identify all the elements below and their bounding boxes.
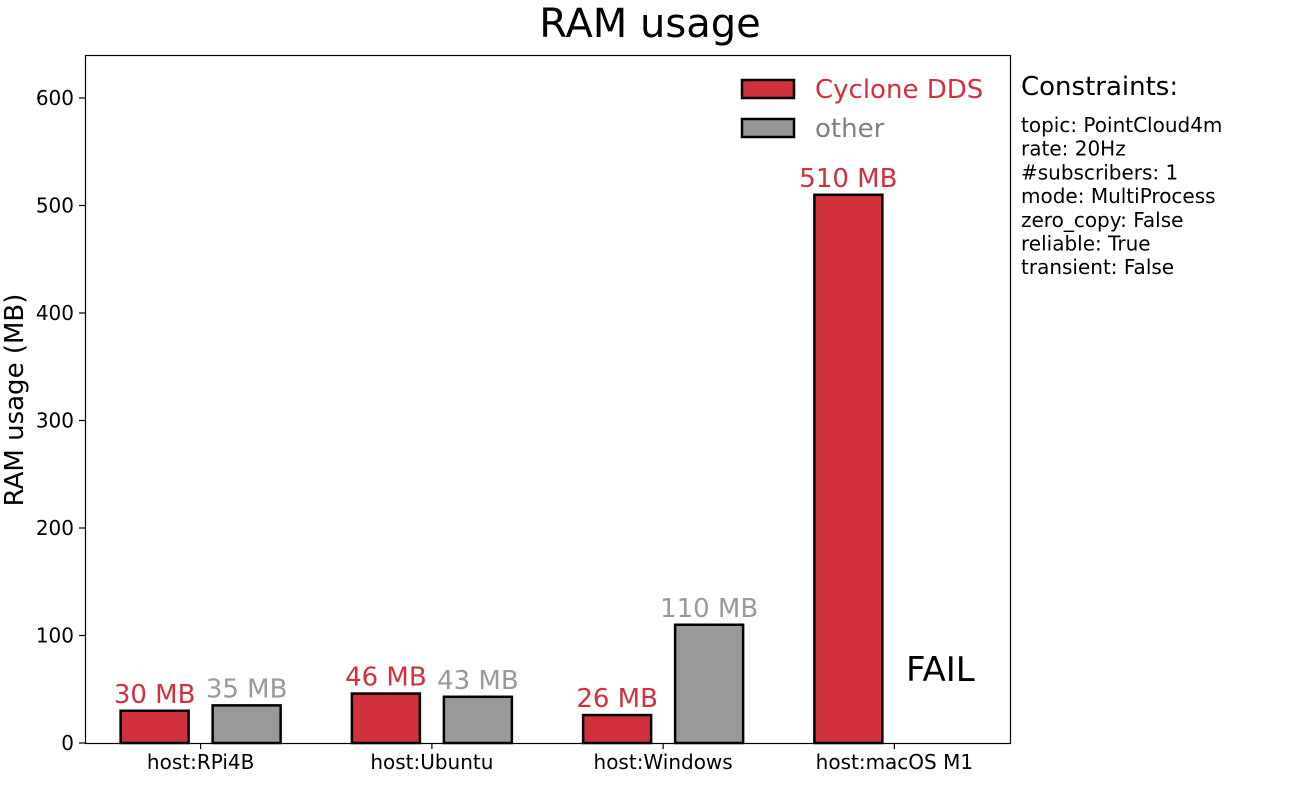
legend-label-cyclone-dds: Cyclone DDS	[815, 75, 983, 105]
y-axis-label: RAM usage (MB)	[0, 294, 30, 507]
chart-title: RAM usage	[539, 1, 760, 47]
fail-annotation: FAIL	[906, 650, 975, 690]
legend-label-other: other	[815, 114, 885, 144]
constraints-heading: Constraints:	[1021, 72, 1178, 102]
constraint-line: rate: 20Hz	[1021, 137, 1126, 161]
bar-value-label: 30 MB	[114, 680, 196, 710]
x-tick-label: host:RPi4B	[147, 750, 254, 774]
plot-frame	[84, 54, 1012, 745]
chart-marks: 0 100 200 300 400 500 600 host:RPi4B 30 MB 35 MB h…	[36, 86, 975, 774]
bar-value-label: 110 MB	[660, 594, 758, 624]
constraint-line: transient: False	[1021, 255, 1174, 279]
bar-value-label: 46 MB	[345, 663, 427, 693]
y-tick-label: 600	[36, 86, 74, 110]
x-tick-label: host:Windows	[594, 750, 733, 774]
x-tick-label: host:macOS M1	[816, 750, 973, 774]
bar-other	[442, 695, 514, 745]
constraint-line: topic: PointCloud4m	[1021, 113, 1222, 137]
bar-other	[673, 623, 745, 745]
x-tick-label: host:Ubuntu	[370, 750, 493, 774]
bar-value-label: 26 MB	[576, 684, 658, 714]
constraint-line: mode: MultiProcess	[1021, 184, 1216, 208]
bar-cyclone-dds	[581, 713, 653, 745]
bar-value-label: 35 MB	[206, 674, 288, 704]
bar-cyclone-dds	[119, 709, 190, 745]
y-tick-label: 100	[36, 624, 74, 648]
constraint-line: #subscribers: 1	[1021, 160, 1178, 184]
y-tick-label: 300	[36, 409, 74, 433]
bar-cyclone-dds	[813, 193, 884, 745]
legend: Cyclone DDS other	[740, 75, 983, 144]
constraint-line: zero_copy: False	[1021, 208, 1183, 232]
legend-swatch-cyclone-dds	[740, 78, 796, 100]
bar-value-label: 510 MB	[799, 164, 897, 194]
bar-value-label: 43 MB	[437, 666, 519, 696]
y-tick-label: 0	[61, 731, 74, 755]
y-tick-label: 400	[36, 301, 74, 325]
y-tick-label: 200	[36, 516, 74, 540]
constraint-line: reliable: True	[1021, 232, 1151, 256]
bar-other	[211, 704, 282, 745]
legend-swatch-other	[740, 117, 796, 139]
bar-cyclone-dds	[350, 692, 422, 745]
y-tick-label: 500	[36, 194, 74, 218]
